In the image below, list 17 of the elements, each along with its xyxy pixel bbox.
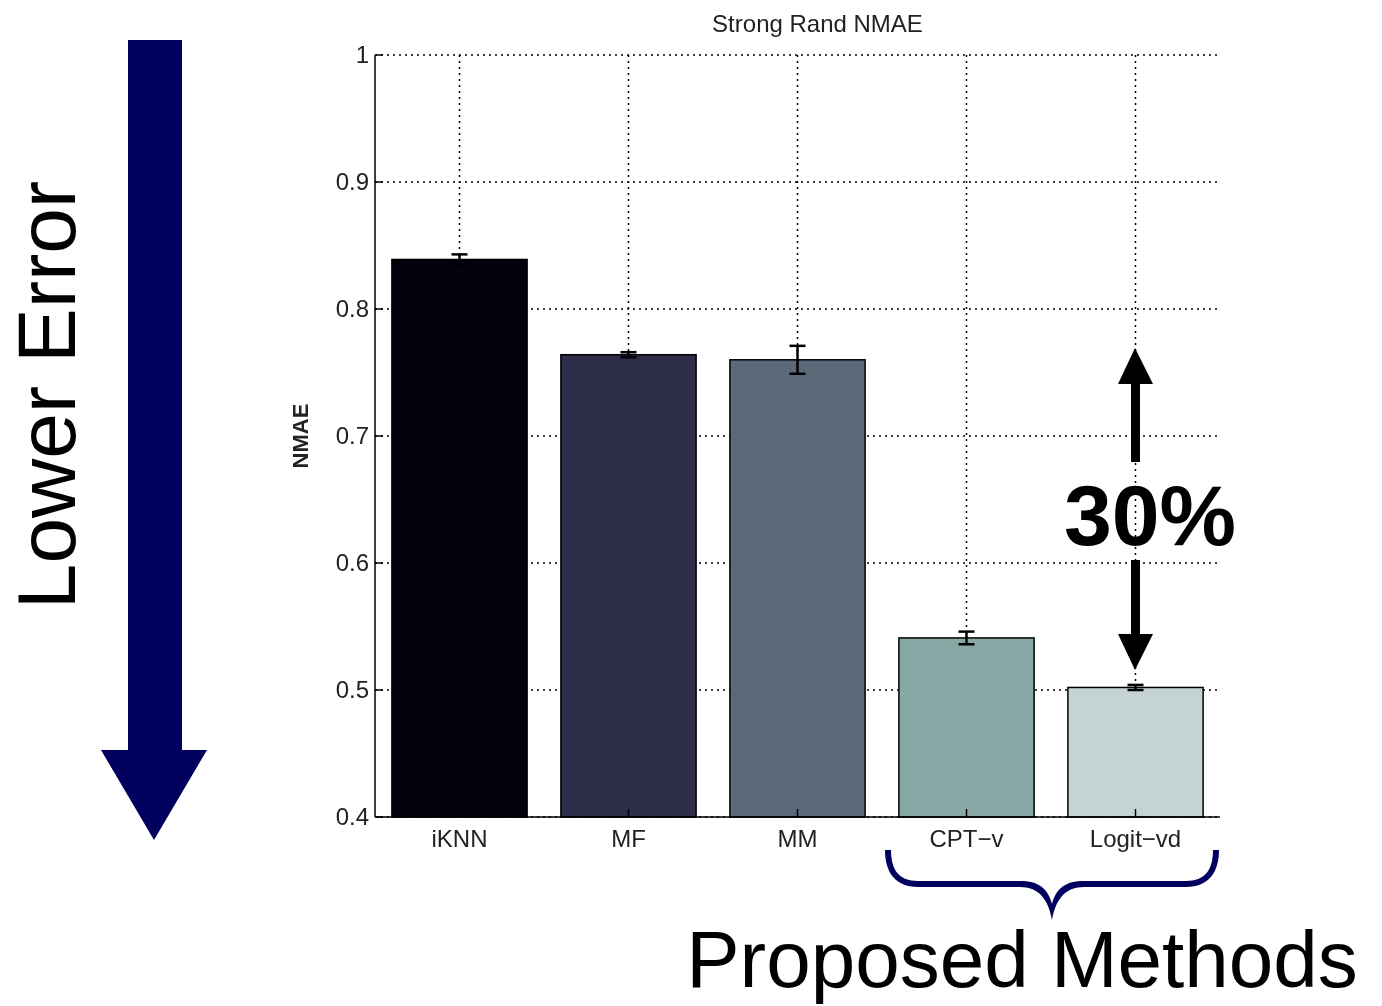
y-tick-label: 1: [355, 41, 369, 69]
x-tick-label: MF: [611, 825, 646, 852]
x-tick-label: MM: [777, 825, 818, 852]
x-tick-label: iKNN: [431, 825, 488, 852]
annotation: 30%: [1063, 467, 1237, 563]
text: Proposed Methods: [686, 915, 1358, 1004]
y-tick-label: 0.7: [335, 422, 369, 450]
x-tick-label: CPT−v: [929, 825, 1004, 852]
chart-title: Strong Rand NMAE: [712, 10, 923, 37]
y-tick-label: 0.6: [335, 549, 369, 577]
y-tick-label: 0.9: [335, 168, 369, 196]
text: Lower Error: [1, 180, 92, 610]
y-axis-title: NMAE: [288, 403, 313, 469]
y-tick-label: 0.4: [335, 803, 369, 831]
y-tick-label: 0.8: [335, 295, 369, 323]
x-tick-label: Logit−vd: [1089, 825, 1182, 852]
y-tick-label: 0.5: [335, 676, 369, 704]
